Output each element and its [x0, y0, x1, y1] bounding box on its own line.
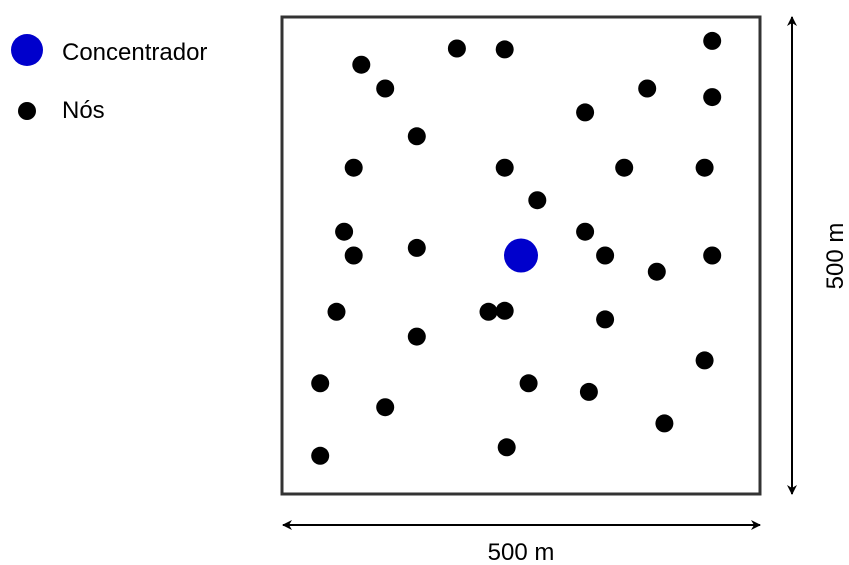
sensor-node [528, 191, 547, 210]
sensor-node [327, 302, 346, 321]
sensor-node [638, 79, 657, 98]
sensor-node [311, 374, 330, 393]
sensor-node [407, 238, 426, 257]
sensor-node [497, 438, 516, 457]
sensor-node [352, 55, 371, 74]
sensor-node [579, 382, 598, 401]
sensor-node [596, 246, 615, 265]
sensor-node [647, 262, 666, 281]
sensor-node [703, 88, 722, 107]
sensor-node [655, 414, 674, 433]
sensor-node [695, 351, 714, 370]
legend: Concentrador Nós [11, 34, 207, 124]
sensor-node [344, 246, 363, 265]
sensor-node [376, 398, 395, 417]
sensor-node [495, 301, 514, 320]
legend-hub-label: Concentrador [62, 39, 207, 66]
height-label: 500 m [822, 223, 849, 290]
legend-hub-marker [11, 34, 43, 66]
sensor-node [576, 222, 595, 241]
legend-node-marker [18, 102, 36, 120]
sensor-node [695, 158, 714, 177]
hub-concentrador [504, 238, 538, 273]
sensor-node [495, 40, 514, 59]
sensor-node [519, 374, 538, 393]
sensor-node [615, 158, 634, 177]
sensor-node [576, 103, 595, 122]
sensor-node [495, 158, 514, 177]
nodes-group [311, 31, 722, 465]
field-boundary [280, 15, 762, 496]
width-dimension: 500 m [282, 520, 761, 565]
sensor-node [335, 222, 354, 241]
sensor-node [479, 302, 498, 321]
height-dimension: 500 m [787, 15, 849, 495]
sensor-node [703, 31, 722, 50]
sensor-node [407, 327, 426, 346]
sensor-node [407, 127, 426, 146]
width-label: 500 m [488, 539, 555, 565]
sensor-node [311, 446, 330, 465]
legend-node-label: Nós [62, 97, 105, 124]
sensor-node [376, 79, 395, 98]
sensor-node [703, 246, 722, 265]
sensor-node [596, 310, 615, 329]
sensor-node [344, 158, 363, 177]
sensor-node [447, 39, 466, 58]
